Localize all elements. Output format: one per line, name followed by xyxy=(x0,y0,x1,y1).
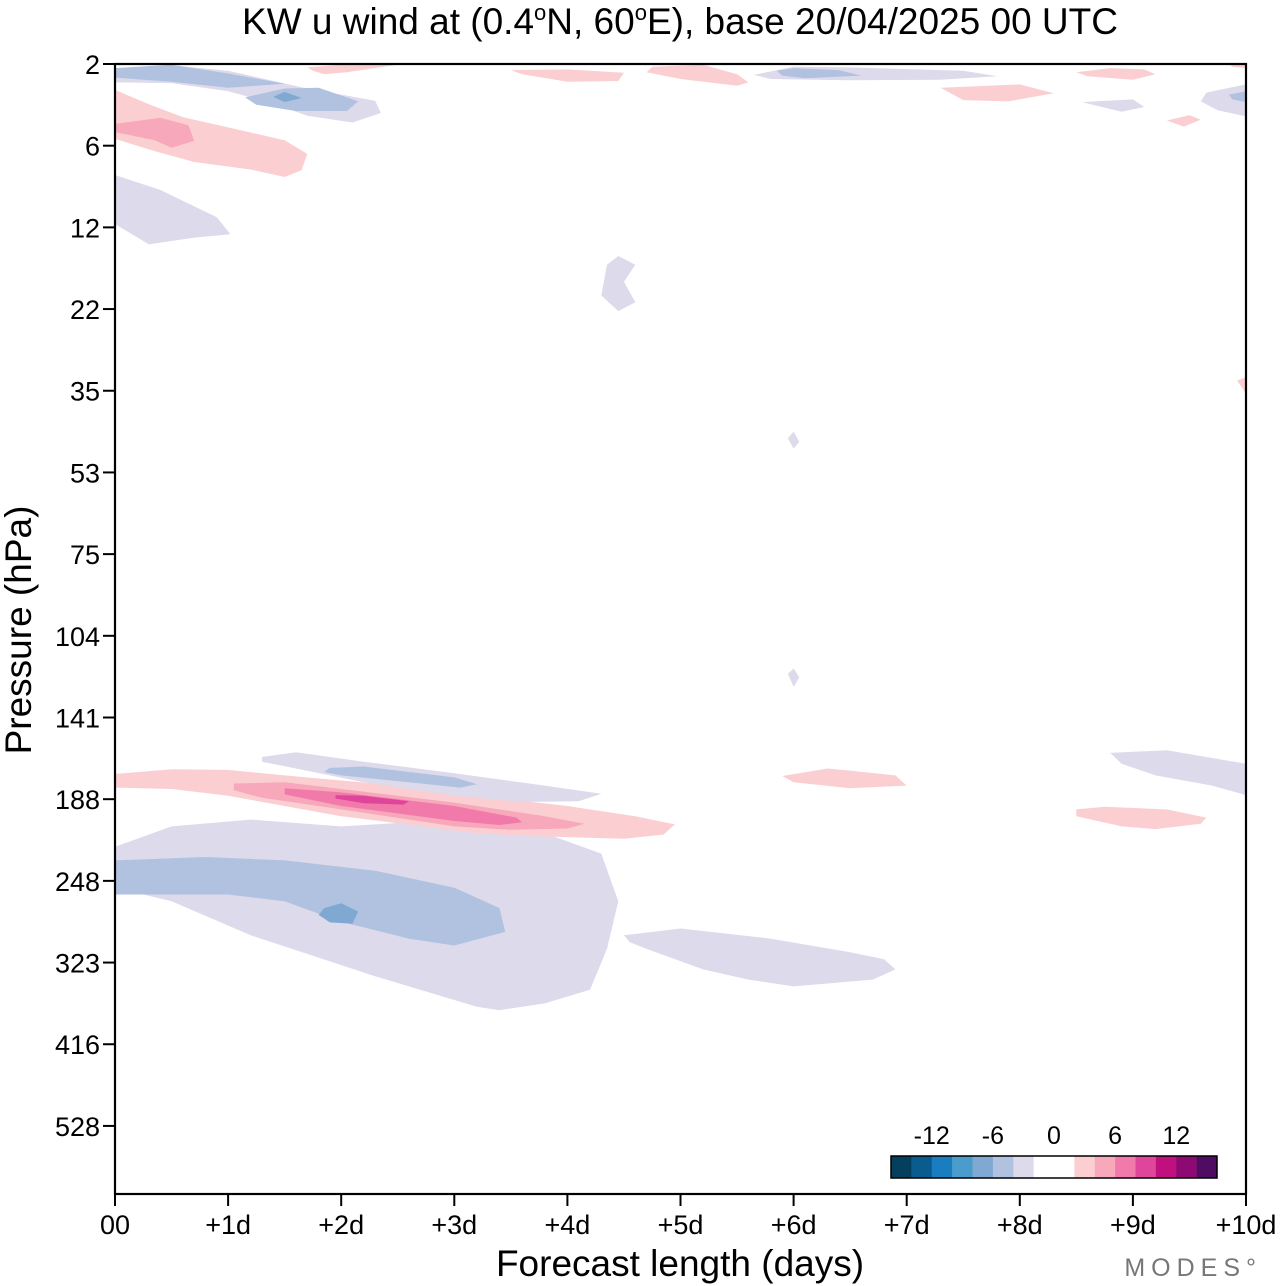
colorbar-swatch-8 xyxy=(1054,1156,1075,1178)
x-tick-label-5: +5d xyxy=(658,1210,704,1240)
colorbar-swatch-5 xyxy=(992,1156,1014,1178)
contour-level--3-32 xyxy=(787,668,800,687)
y-tick-label-6: 75 xyxy=(70,540,100,570)
x-tick-label-1: +1d xyxy=(205,1210,251,1240)
x-axis-label: Forecast length (days) xyxy=(496,1243,864,1284)
y-tick-label-13: 528 xyxy=(55,1112,100,1142)
colorbar-swatch-9 xyxy=(1074,1156,1096,1178)
x-tick-label-2: +2d xyxy=(318,1210,364,1240)
contour-level--3-19 xyxy=(115,175,231,245)
colorbar-label-4: 12 xyxy=(1162,1122,1190,1150)
colorbar: -12 -6 0 6 12 xyxy=(877,1116,1229,1186)
colorbar-label-3: 6 xyxy=(1108,1122,1122,1150)
colorbar-swatch-13 xyxy=(1155,1156,1177,1178)
contour-level--3-33 xyxy=(787,431,800,449)
y-tick-label-1: 6 xyxy=(85,132,100,162)
colorbar-swatch-3 xyxy=(952,1156,973,1178)
colorbar-swatch-6 xyxy=(1013,1156,1034,1178)
contour-level--6-15 xyxy=(245,87,359,111)
y-tick-label-2: 12 xyxy=(70,213,100,243)
contour-level--9-16 xyxy=(273,91,302,103)
contour-level-12-7 xyxy=(335,795,410,805)
contour-level--3-3 xyxy=(624,928,896,987)
y-tick-label-4: 35 xyxy=(70,377,100,407)
colorbar-label-1: -6 xyxy=(982,1122,1004,1150)
colorbar-swatch-15 xyxy=(1196,1156,1218,1178)
colorbar-swatch-11 xyxy=(1115,1156,1136,1178)
y-tick-label-7: 104 xyxy=(55,622,100,652)
contour-level--6-1 xyxy=(115,857,506,946)
contour-level-3-12 xyxy=(1076,806,1207,830)
colorbar-swatch-14 xyxy=(1176,1156,1197,1178)
contour-level-3-34 xyxy=(1237,377,1246,394)
y-tick-label-11: 323 xyxy=(55,949,100,979)
contour-level-3-17 xyxy=(115,89,308,177)
x-tick-label-7: +7d xyxy=(884,1210,930,1240)
colorbar-swatch-10 xyxy=(1094,1156,1116,1178)
contour-level--6-24 xyxy=(776,68,862,79)
x-tick-label-8: +8d xyxy=(997,1210,1043,1240)
contour-level--6-14 xyxy=(115,64,285,88)
y-tick-label-10: 248 xyxy=(55,867,100,897)
plot-frame xyxy=(113,62,1248,1196)
colorbar-label-0: -12 xyxy=(914,1122,950,1150)
contour-level-3-25 xyxy=(1076,68,1156,80)
colorbar-swatch-2 xyxy=(931,1156,953,1178)
contour-level-3-21 xyxy=(510,69,624,82)
colorbar-swatch-7 xyxy=(1033,1156,1055,1178)
y-axis: 2 6 12 22 35 53 75 104 141 188 248 323 416 528 xyxy=(55,50,115,1142)
y-tick-label-8: 141 xyxy=(55,703,100,733)
chart-title: KW u wind at (0.4oN, 60oE), base 20/04/2… xyxy=(242,0,1118,42)
contour-level--6-29 xyxy=(1229,91,1246,103)
x-axis: 00 +1d +2d +3d +4d +5d +6d +7d +8d +9d +10d xyxy=(100,1194,1276,1240)
contour-level--3-28 xyxy=(1200,84,1246,117)
contour-field xyxy=(115,64,1246,1011)
colorbar-frame xyxy=(890,1155,1218,1179)
x-tick-label-3: +3d xyxy=(431,1210,477,1240)
contour-level--9-2 xyxy=(318,903,359,924)
y-tick-label-9: 188 xyxy=(55,785,100,815)
contour-level-3-11 xyxy=(782,768,907,789)
x-tick-label-10: +10d xyxy=(1216,1210,1277,1240)
y-tick-label-5: 53 xyxy=(70,458,100,488)
colorbar-swatch-4 xyxy=(972,1156,994,1178)
x-tick-label-4: +4d xyxy=(544,1210,590,1240)
colorbar-swatch-12 xyxy=(1135,1156,1157,1178)
contour-level--3-27 xyxy=(1082,99,1145,112)
contour-level-3-20 xyxy=(307,64,398,75)
x-tick-label-6: +6d xyxy=(771,1210,817,1240)
x-tick-label-9: +9d xyxy=(1110,1210,1156,1240)
y-tick-label-0: 2 xyxy=(85,50,100,80)
x-tick-label-0: 00 xyxy=(100,1210,130,1240)
contour-level-6-18 xyxy=(115,117,195,148)
colorbar-swatch-0 xyxy=(891,1156,912,1178)
contour-level--6-9 xyxy=(324,766,477,788)
contour-level--3-10 xyxy=(1110,750,1246,796)
contour-level-3-22 xyxy=(646,64,749,86)
colorbar-swatch-1 xyxy=(911,1156,933,1178)
contour-level-3-35 xyxy=(1166,115,1201,127)
modes-watermark: MODES° xyxy=(1124,1254,1262,1282)
y-tick-label-12: 416 xyxy=(55,1030,100,1060)
contour-level-3-26 xyxy=(940,84,1054,102)
y-tick-label-3: 22 xyxy=(70,295,100,325)
y-axis-label: Pressure (hPa) xyxy=(0,506,39,755)
colorbar-label-2: 0 xyxy=(1047,1122,1061,1150)
contour-level--3-31 xyxy=(601,256,636,312)
